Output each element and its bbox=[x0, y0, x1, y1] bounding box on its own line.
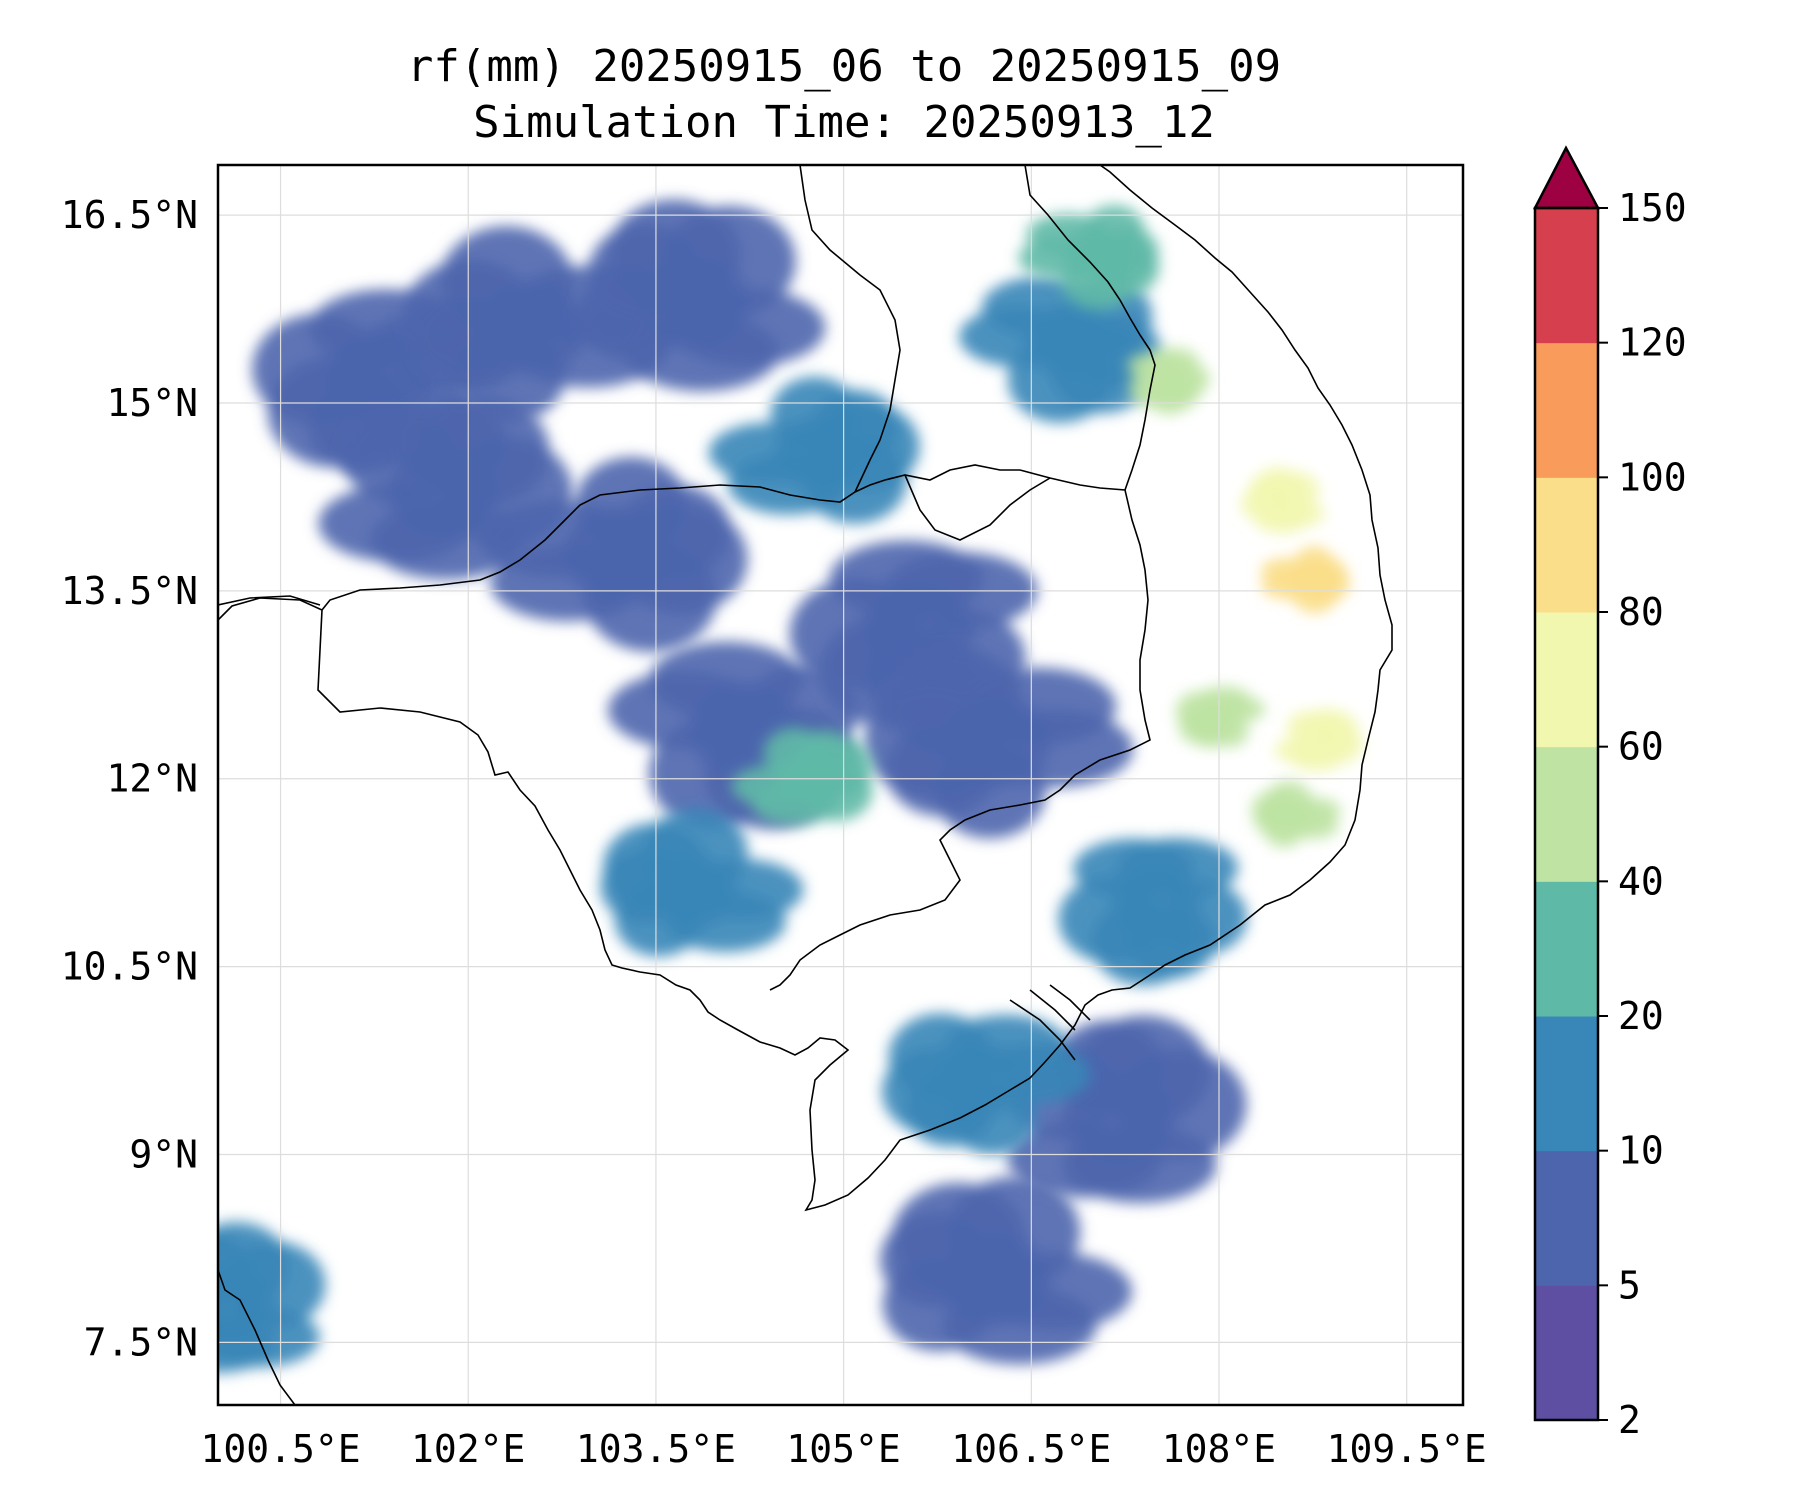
lon-tick-label: 105°E bbox=[786, 1427, 900, 1471]
rain-area bbox=[576, 199, 826, 392]
colorbar-tick-labels: 2 5 10 20 40 60 80 100 120 150 bbox=[1598, 186, 1687, 1442]
rain-area bbox=[1260, 546, 1351, 614]
rain-area bbox=[481, 457, 748, 652]
lat-tick-label: 13.5°N bbox=[61, 569, 198, 613]
rain-area bbox=[881, 1013, 1091, 1155]
colorbar-segment bbox=[1535, 746, 1598, 882]
map-title-line-2: Simulation Time: 20250913_12 bbox=[473, 97, 1215, 148]
rain-area bbox=[708, 376, 920, 524]
colorbar-segment bbox=[1535, 342, 1598, 478]
border-laos-vietnam bbox=[1024, 165, 1156, 491]
rain-area bbox=[1018, 205, 1160, 310]
border-cambodia-laos bbox=[904, 474, 1051, 541]
longitude-tick-labels: 100.5°E 102°E 103.5°E 105°E 106.5°E 108°E 109.… bbox=[200, 1427, 1486, 1471]
colorbar-tick-label: 40 bbox=[1618, 859, 1664, 903]
colorbar-tick-label: 120 bbox=[1618, 321, 1687, 365]
border-laos-thailand-north bbox=[799, 165, 901, 493]
colorbar-tick-label: 80 bbox=[1618, 590, 1664, 634]
coastline-malay-peninsula bbox=[218, 1269, 296, 1405]
rain-area bbox=[403, 226, 665, 423]
rain-area bbox=[1127, 347, 1210, 415]
colorbar-tick-label: 60 bbox=[1618, 725, 1664, 769]
colorbar-frame bbox=[1533, 206, 1600, 1422]
colorbar-segment bbox=[1535, 1016, 1598, 1152]
latitude-tick-labels: 7.5°N 9°N 10.5°N 12°N 13.5°N 15°N 16.5°N bbox=[61, 193, 198, 1364]
colorbar-tick-label: 2 bbox=[1618, 1398, 1641, 1442]
rain-area bbox=[1058, 837, 1247, 986]
lat-tick-label: 9°N bbox=[129, 1132, 198, 1176]
colorbar-segments bbox=[1535, 208, 1598, 1421]
lon-tick-label: 100.5°E bbox=[200, 1427, 360, 1471]
colorbar-segment bbox=[1535, 477, 1598, 613]
colorbar-tick-label: 10 bbox=[1618, 1129, 1664, 1173]
rain-area bbox=[864, 646, 1134, 839]
lat-tick-label: 15°N bbox=[106, 381, 198, 425]
colorbar-extend-max-triangle bbox=[1532, 145, 1601, 210]
lon-tick-label: 106.5°E bbox=[951, 1427, 1111, 1471]
colorbar-tick-label: 100 bbox=[1618, 455, 1687, 499]
lon-tick-label: 102°E bbox=[411, 1427, 525, 1471]
colorbar-segment bbox=[1535, 208, 1598, 344]
rain-area bbox=[1240, 467, 1325, 534]
lat-tick-label: 10.5°N bbox=[61, 945, 198, 989]
coastlines-and-borders bbox=[218, 165, 1393, 1405]
rain-area bbox=[1274, 708, 1364, 772]
map-title-line-1: rf(mm) 20250915_06 to 20250915_09 bbox=[406, 41, 1282, 92]
rain-area bbox=[879, 1176, 1133, 1365]
colorbar-segment bbox=[1535, 1285, 1598, 1421]
lat-tick-label: 12°N bbox=[106, 757, 198, 801]
colorbar-segment bbox=[1535, 881, 1598, 1017]
lon-tick-label: 109.5°E bbox=[1327, 1427, 1487, 1471]
lon-tick-label: 103.5°E bbox=[576, 1427, 736, 1471]
rainfall-field bbox=[218, 199, 1364, 1373]
lon-tick-label: 108°E bbox=[1162, 1427, 1276, 1471]
map-panel: 100.5°E 102°E 103.5°E 105°E 106.5°E 108°E 109.… bbox=[61, 163, 1487, 1471]
colorbar-segment bbox=[1535, 1150, 1598, 1286]
colorbar-tick-label: 150 bbox=[1618, 186, 1687, 230]
map-gridlines bbox=[218, 165, 1463, 1405]
colorbar-tick-label: 5 bbox=[1618, 1263, 1641, 1307]
border-thailand-cambodia-laos bbox=[218, 464, 1020, 611]
border-cambodia-vietnam bbox=[769, 469, 1151, 991]
colorbar-segment bbox=[1535, 612, 1598, 748]
colorbar: 2 5 10 20 40 60 80 100 120 150 bbox=[1532, 145, 1687, 1442]
coastline-gulf-of-thailand bbox=[218, 165, 1393, 1212]
rain-area bbox=[607, 641, 859, 830]
map-frame bbox=[216, 163, 1465, 1407]
lat-tick-label: 7.5°N bbox=[84, 1320, 198, 1364]
rain-area bbox=[1175, 686, 1266, 749]
rain-area bbox=[959, 276, 1161, 423]
lat-tick-label: 16.5°N bbox=[61, 193, 198, 237]
rain-area bbox=[1251, 780, 1341, 848]
rain-area bbox=[218, 1222, 326, 1373]
mekong-delta-channels bbox=[1009, 984, 1091, 1061]
colorbar-tick-label: 20 bbox=[1618, 994, 1664, 1038]
